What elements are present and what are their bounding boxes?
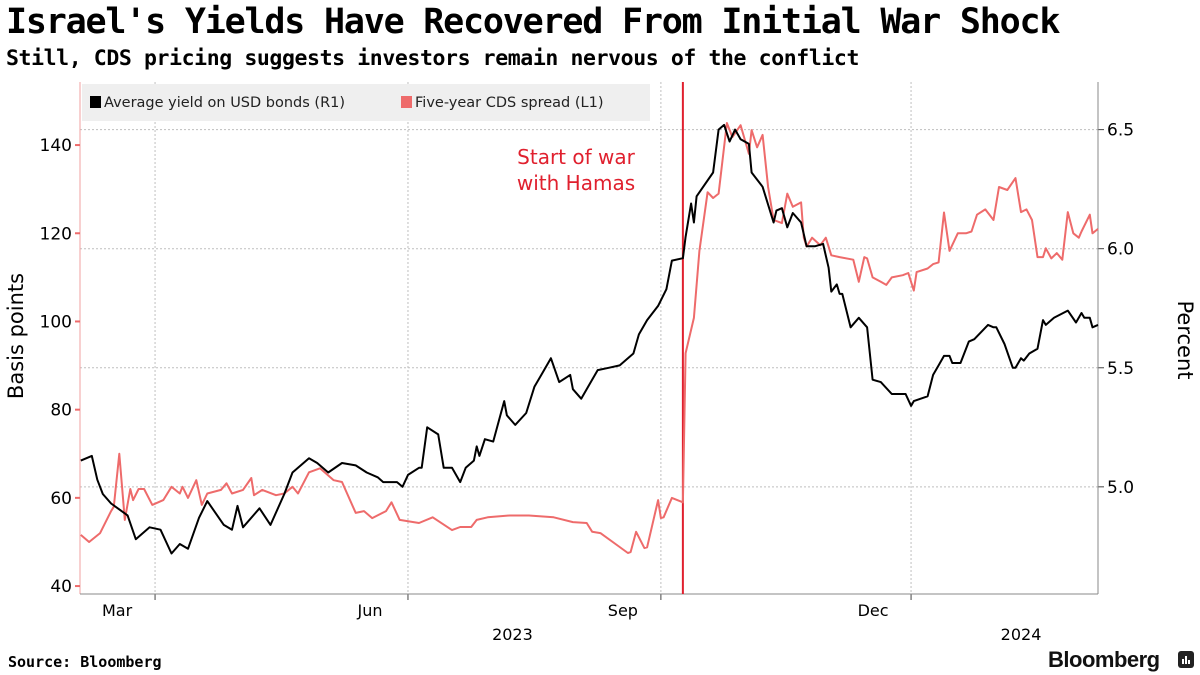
legend-swatch-yield — [90, 96, 101, 108]
bloomberg-logo: Bloomberg — [1048, 647, 1160, 672]
right-axis-title: Percent — [1173, 300, 1197, 379]
right-axis-tick-label: 5.5 — [1107, 359, 1134, 379]
right-axis-tick-label: 6.0 — [1107, 240, 1134, 260]
left-axis-tick-label: 60 — [50, 489, 72, 509]
gridlines — [80, 82, 1098, 594]
source-note: Source: Bloomberg — [8, 653, 162, 671]
left-axis-tick-label: 100 — [40, 312, 72, 332]
left-axis-title: Basis points — [4, 273, 28, 399]
legend-label-cds: Five-year CDS spread (L1) — [415, 95, 604, 111]
legend-swatch-cds — [401, 96, 412, 108]
legend-box — [82, 84, 650, 121]
axes: 5.0 5.5 6.0 6.5 Mar Jun Sep Dec 2023 2024 40 60 80 10… — [40, 82, 1134, 644]
legend-label-yield: Average yield on USD bonds (R1) — [104, 95, 345, 111]
x-axis-tick-label: Sep — [608, 601, 638, 620]
bloomberg-chart-icon — [1178, 651, 1194, 668]
right-axis-tick-label: 6.5 — [1107, 121, 1134, 141]
x-axis-tick-label: Dec — [858, 601, 889, 620]
series — [80, 82, 1099, 594]
x-axis-tick-label: Mar — [102, 601, 133, 620]
left-axis-tick-label: 140 — [40, 136, 72, 156]
left-axis-tick-label: 40 — [50, 577, 72, 597]
right-axis-tick-label: 5.0 — [1107, 478, 1134, 498]
chart-title: Israel's Yields Have Recovered From Init… — [6, 2, 1060, 42]
x-axis-tick-label: Jun — [356, 601, 382, 620]
x-axis-year-label: 2024 — [1001, 625, 1042, 644]
yield-series-line — [80, 123, 1099, 555]
left-axis-tick-label: 120 — [40, 224, 72, 244]
cds-series-line — [80, 122, 1099, 554]
x-axis-year-label: 2023 — [492, 625, 533, 644]
left-axis-tick-label: 80 — [50, 401, 72, 421]
chart-subtitle: Still, CDS pricing suggests investors re… — [6, 46, 859, 71]
event-annotation-line1: Start of war — [517, 145, 635, 169]
event-annotation-line2: with Hamas — [517, 171, 635, 195]
